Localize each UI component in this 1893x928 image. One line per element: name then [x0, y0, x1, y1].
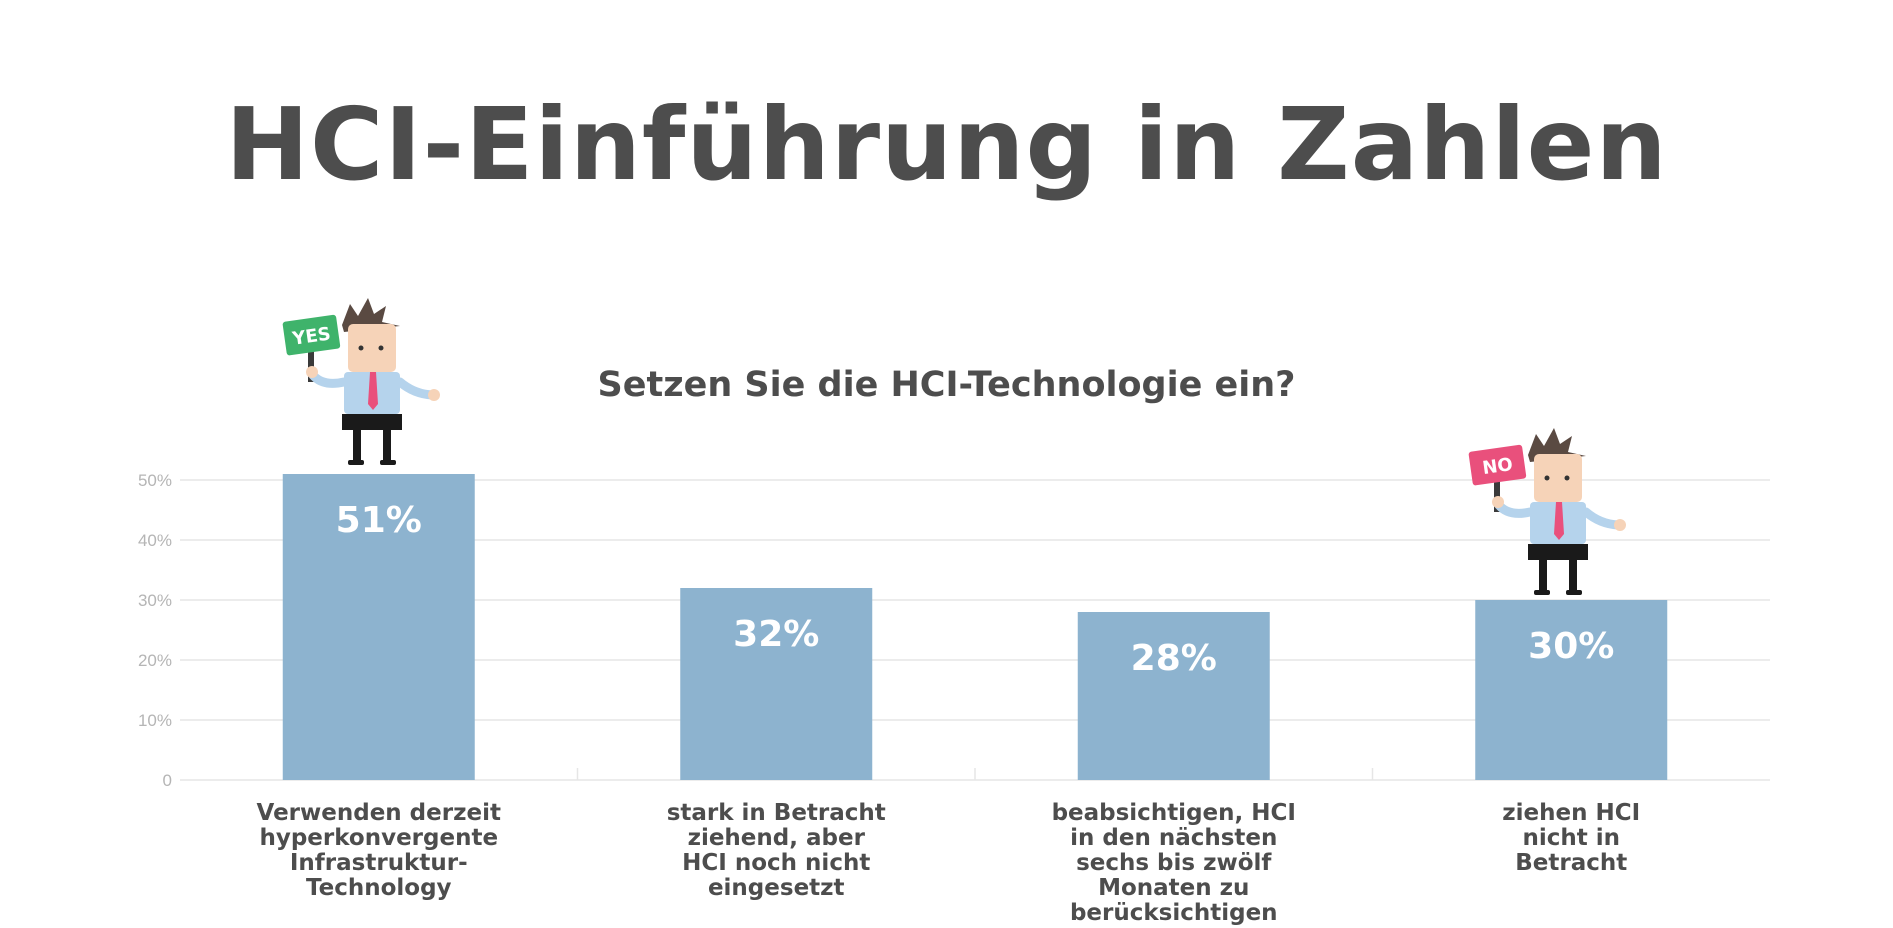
bar	[1077, 612, 1270, 780]
category-label-line: stark in Betracht	[667, 800, 886, 826]
category-label-line: HCI noch nicht	[682, 850, 870, 876]
category-label-line: beabsichtigen, HCI	[1052, 800, 1296, 826]
category-label: Verwenden derzeit hyperkonvergente Infrast…	[257, 800, 501, 901]
category-label: ziehen HCI nicht in Betracht	[1502, 800, 1640, 876]
bar-value-label: 30%	[1528, 626, 1614, 667]
category-label-line: Verwenden derzeit	[257, 800, 501, 826]
bar	[282, 474, 475, 780]
figure-no-sign: NO	[1468, 428, 1626, 595]
category-label-line: Technology	[306, 875, 452, 901]
category-label-line: ziehen HCI	[1502, 800, 1640, 826]
category-label-line: Monaten zu	[1098, 875, 1249, 901]
category-label-line: berücksichtigen	[1070, 900, 1278, 926]
bar	[680, 588, 873, 780]
y-tick-label: 10%	[138, 711, 172, 730]
category-label-line: nicht in	[1522, 825, 1620, 851]
y-tick-label: 40%	[138, 531, 172, 550]
no-sign-icon: NO	[1468, 444, 1527, 512]
bar	[1475, 600, 1668, 780]
page-title: HCI-Einführung in Zahlen	[225, 86, 1668, 203]
figure-yes-sign: YES	[282, 298, 440, 465]
y-tick-label: 0	[163, 771, 172, 790]
category-label: stark in Betracht ziehend, aber HCI noch n…	[667, 800, 886, 901]
no-sign-label: NO	[1481, 454, 1514, 479]
category-label-line: Infrastruktur-	[290, 850, 468, 876]
category-label-line: in den nächsten	[1070, 825, 1277, 851]
y-tick-label: 20%	[138, 651, 172, 670]
category-label-line: eingesetzt	[708, 875, 845, 901]
category-label: beabsichtigen, HCI in den nächsten sechs b…	[1052, 800, 1296, 926]
category-label-line: sechs bis zwölf	[1076, 850, 1272, 876]
chart-title: Setzen Sie die HCI-Technologie ein?	[597, 365, 1296, 405]
bar-value-label: 51%	[336, 500, 422, 541]
yes-sign-board	[282, 314, 341, 356]
bar-value-label: 28%	[1131, 638, 1217, 679]
category-label-line: Betracht	[1515, 850, 1627, 876]
y-tick-label: 30%	[138, 591, 172, 610]
category-label-line: ziehend, aber	[688, 825, 866, 851]
y-tick-label: 50%	[138, 471, 172, 490]
person-icon	[306, 298, 440, 465]
bar-value-label: 32%	[733, 614, 819, 655]
yes-sign-icon: YES	[282, 314, 341, 382]
category-label-line: hyperkonvergente	[259, 825, 498, 851]
person-icon	[1492, 428, 1626, 595]
no-sign-board	[1468, 444, 1527, 486]
